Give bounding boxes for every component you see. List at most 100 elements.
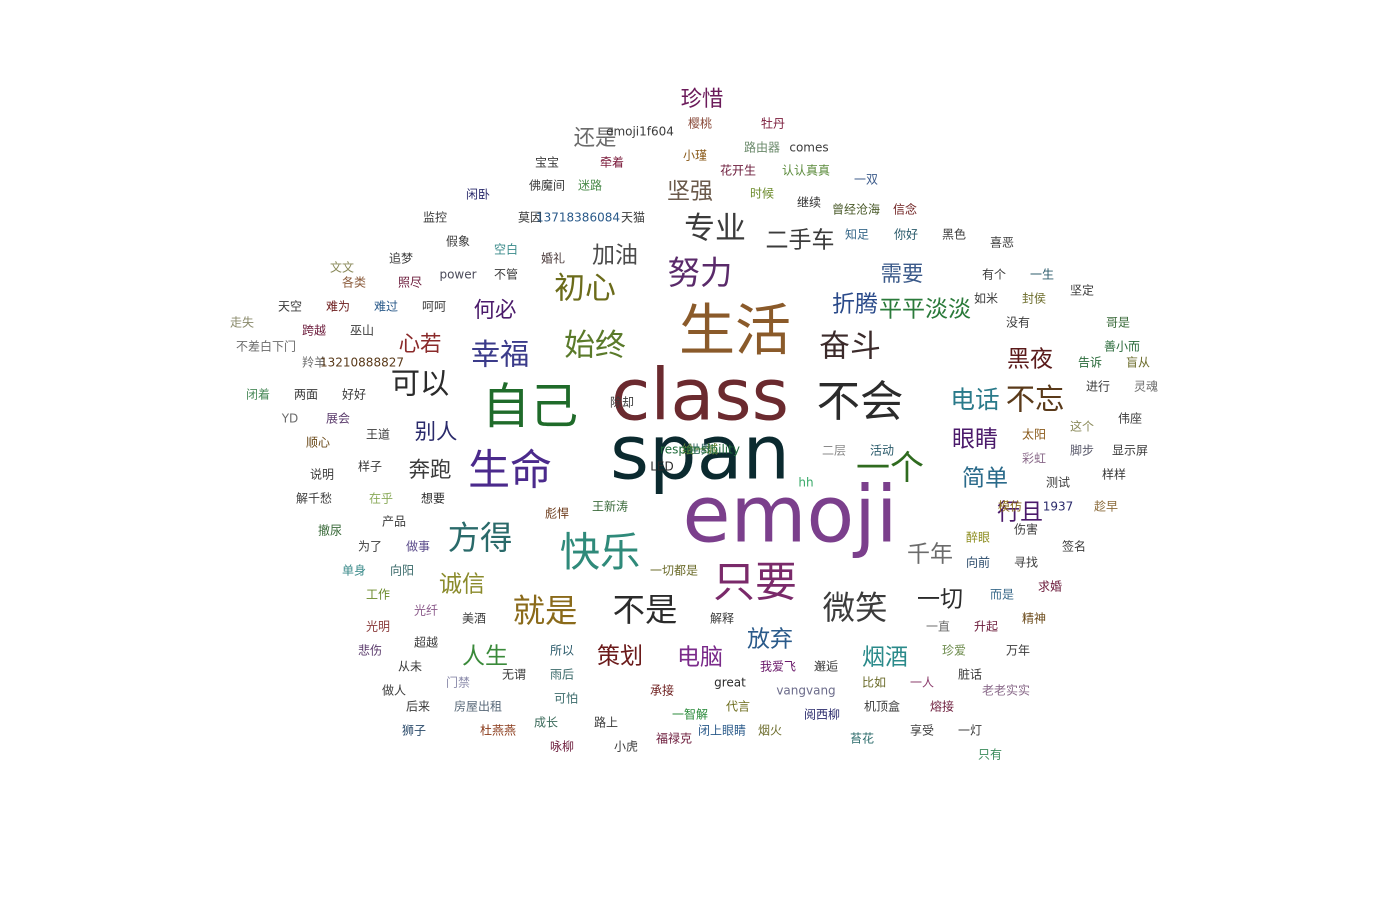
word-cloud-word: 后来 [406, 700, 430, 714]
word-cloud-word: vangvang [776, 684, 835, 698]
word-cloud-word: 人生 [462, 644, 508, 670]
word-cloud-word: 没有 [1006, 315, 1030, 330]
word-cloud-word: 走失 [230, 315, 254, 330]
word-cloud-word: 迷路 [578, 178, 602, 193]
word-cloud-word: 小瑾 [683, 149, 707, 163]
word-cloud-word: 行且 [997, 500, 1043, 526]
word-cloud-word: 活动 [870, 444, 894, 458]
word-cloud-word: 照尽 [398, 276, 422, 290]
word-cloud-word: 眼睛 [952, 427, 998, 453]
word-cloud-word: 太阳 [1022, 427, 1046, 442]
word-cloud-word: 生命 [468, 446, 552, 495]
word-cloud-word: 一个 [856, 449, 924, 489]
word-cloud-word: 成长 [534, 716, 558, 730]
word-cloud-word: 伟座 [1118, 411, 1142, 426]
word-cloud-word: 盲从 [1126, 355, 1150, 370]
word-cloud-word: 烟酒 [862, 645, 908, 671]
word-cloud-word: 向阳 [390, 563, 414, 578]
word-cloud-word: 莫因 [518, 211, 542, 225]
word-cloud-word: 二层 [822, 444, 846, 458]
word-cloud-word: 路上 [594, 715, 618, 730]
word-cloud-word: 伤害 [1014, 522, 1038, 537]
word-cloud-word: 阅西柳 [804, 708, 840, 722]
word-cloud-word: 闲卧 [466, 188, 490, 202]
word-cloud-word: 折腾 [832, 292, 878, 318]
word-cloud-word: 闭着 [246, 387, 270, 402]
word-cloud-word: 电脑 [677, 645, 723, 671]
word-cloud-word: comes [789, 141, 828, 155]
word-cloud-word: 悲伤 [358, 643, 382, 658]
word-cloud-word: 撤尿 [318, 523, 342, 538]
word-cloud-word: 黑色 [942, 228, 966, 242]
word-cloud-word: 王道 [366, 428, 390, 442]
word-cloud-word: 显示屏 [1112, 444, 1148, 458]
word-cloud-word: 做事 [406, 539, 430, 554]
word-cloud-word: great [714, 676, 746, 690]
word-cloud-word: 展会 [326, 412, 350, 426]
word-cloud-word: 电话 [950, 385, 999, 414]
word-cloud-word: 善小而 [1104, 339, 1140, 354]
word-cloud-word: 为了 [358, 540, 382, 554]
word-cloud-word: 不忘 [1006, 383, 1065, 417]
word-cloud-word: 心若 [399, 332, 442, 357]
word-cloud-word: 微笑 [823, 589, 888, 627]
word-cloud-word: 不管 [494, 267, 518, 282]
word-cloud-word: 求婚 [1038, 580, 1062, 594]
word-cloud-word: 樱桃 [688, 116, 712, 131]
word-cloud-word: 天空 [278, 300, 302, 314]
word-cloud-word: 1937 [1043, 500, 1074, 514]
word-cloud-word: 空白 [494, 242, 518, 257]
word-cloud-word: 时候 [750, 187, 774, 201]
word-cloud-word: 趁早 [1094, 500, 1118, 514]
word-cloud-word: 只有 [978, 748, 1002, 762]
word-cloud-word: 绘一城 [682, 442, 718, 457]
word-cloud-word: 彩虹 [1022, 452, 1046, 466]
word-cloud-word: 继续 [797, 196, 821, 210]
word-cloud-word: 哥是 [1106, 316, 1130, 330]
word-cloud-word: 一切 [917, 587, 963, 613]
word-cloud-word: 灵魂 [1134, 379, 1158, 394]
word-cloud-word: 呵呵 [422, 300, 446, 314]
word-cloud-word: 二手车 [766, 228, 835, 254]
word-cloud-word: 福禄克 [656, 731, 692, 746]
word-cloud-word: 文文 [330, 260, 354, 275]
word-cloud-word: 追梦 [389, 251, 413, 266]
word-cloud-word: 宝宝 [535, 156, 559, 170]
word-cloud-word: 不差白下门 [236, 339, 296, 354]
word-cloud-word: 小虎 [614, 740, 638, 754]
word-cloud-word: 不会 [817, 378, 904, 428]
word-cloud-word: 好好 [342, 388, 366, 402]
word-cloud-word: emoji [682, 470, 897, 560]
word-cloud-word: 单身 [342, 563, 366, 578]
word-cloud-word: class [611, 353, 789, 437]
word-cloud-word: 光纤 [414, 604, 438, 618]
word-cloud-word: 所以 [550, 644, 574, 658]
word-cloud-word: 不是 [613, 591, 678, 629]
word-cloud-word: 幸福 [471, 338, 530, 372]
word-cloud-word: 花开生 [720, 163, 756, 178]
word-cloud-word: 门禁 [446, 675, 470, 690]
word-cloud-word: 13718386084 [536, 211, 620, 225]
word-cloud-word: hh [798, 476, 813, 490]
word-cloud-word: 脏话 [958, 667, 982, 682]
word-cloud-word: 奔跑 [409, 458, 452, 483]
word-cloud-word: 工作 [366, 588, 390, 602]
word-cloud-word: 杜燕燕 [480, 723, 516, 738]
word-cloud-word: 做人 [382, 683, 406, 698]
word-cloud-word: 我爱飞 [760, 660, 796, 674]
word-cloud-word: emoji1f604 [606, 125, 674, 139]
word-cloud-word: 世界 [688, 443, 712, 457]
word-cloud-word: 机顶盒 [864, 699, 900, 714]
word-cloud-word: 可以 [391, 367, 450, 401]
word-cloud-word: 无谓 [502, 668, 526, 682]
word-cloud-word: 如米 [974, 291, 998, 306]
word-cloud-word: 努力 [668, 254, 733, 292]
word-cloud-word: 喜恶 [990, 236, 1014, 250]
word-cloud-word: 佛魔间 [529, 178, 565, 193]
word-cloud-word: 曾经沧海 [832, 202, 880, 217]
word-cloud-word: 王新涛 [592, 499, 628, 514]
word-cloud-word: 珍爱 [942, 644, 966, 658]
word-cloud-word: 升起 [974, 620, 998, 634]
word-cloud-word: 只要 [713, 558, 797, 607]
word-cloud-word: 熔接 [930, 699, 954, 714]
